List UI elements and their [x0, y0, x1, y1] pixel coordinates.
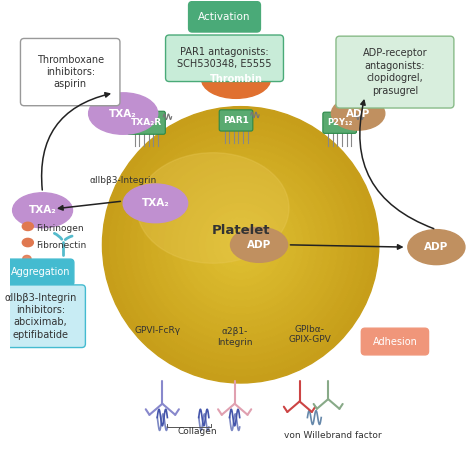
- Ellipse shape: [408, 230, 465, 265]
- Ellipse shape: [230, 227, 288, 262]
- Text: Collagen: Collagen: [177, 427, 217, 436]
- Text: Platelet: Platelet: [211, 225, 270, 237]
- Text: ADP: ADP: [424, 242, 448, 252]
- Text: Fibronectin: Fibronectin: [36, 241, 86, 250]
- Ellipse shape: [185, 189, 296, 300]
- Text: αIIbβ3-Integrin: αIIbβ3-Integrin: [90, 176, 157, 185]
- Text: GPVI-FcRγ: GPVI-FcRγ: [135, 326, 181, 334]
- Ellipse shape: [178, 182, 303, 307]
- Text: P2Y₁₂: P2Y₁₂: [327, 118, 352, 127]
- Ellipse shape: [220, 224, 261, 266]
- Ellipse shape: [23, 255, 31, 262]
- FancyBboxPatch shape: [323, 112, 356, 134]
- Text: Thromboxane
inhibitors:
aspirin: Thromboxane inhibitors: aspirin: [36, 55, 104, 90]
- Text: TXA₂R: TXA₂R: [131, 118, 162, 127]
- Text: Aggregation: Aggregation: [10, 267, 70, 278]
- FancyBboxPatch shape: [165, 35, 283, 81]
- Text: Fibrinogen: Fibrinogen: [36, 224, 83, 233]
- Text: von Willebrand factor: von Willebrand factor: [284, 432, 382, 440]
- Ellipse shape: [22, 238, 33, 247]
- Ellipse shape: [123, 184, 188, 223]
- Text: TXA₂: TXA₂: [142, 198, 169, 208]
- Ellipse shape: [172, 176, 310, 314]
- FancyBboxPatch shape: [189, 1, 260, 32]
- Ellipse shape: [144, 148, 337, 341]
- FancyBboxPatch shape: [219, 110, 253, 131]
- Ellipse shape: [206, 210, 275, 280]
- Ellipse shape: [116, 121, 365, 369]
- Ellipse shape: [164, 169, 317, 321]
- Ellipse shape: [13, 193, 73, 228]
- Text: Thrombin: Thrombin: [210, 74, 263, 84]
- Text: α2β1-
Integrin: α2β1- Integrin: [217, 327, 252, 346]
- FancyBboxPatch shape: [7, 259, 74, 286]
- FancyBboxPatch shape: [0, 285, 85, 347]
- Ellipse shape: [137, 141, 344, 348]
- Text: PAR1: PAR1: [223, 116, 249, 125]
- Ellipse shape: [137, 153, 289, 263]
- Text: TXA₂: TXA₂: [109, 109, 137, 119]
- FancyBboxPatch shape: [336, 36, 454, 108]
- Text: ADP: ADP: [247, 240, 271, 250]
- Ellipse shape: [151, 155, 330, 334]
- Ellipse shape: [123, 128, 358, 362]
- Text: TXA₂: TXA₂: [29, 205, 56, 215]
- Ellipse shape: [158, 162, 324, 328]
- Text: Activation: Activation: [198, 12, 251, 22]
- Ellipse shape: [89, 93, 158, 134]
- Ellipse shape: [102, 107, 379, 383]
- Text: ADP: ADP: [346, 109, 370, 119]
- Text: Adhesion: Adhesion: [373, 336, 418, 346]
- Ellipse shape: [234, 238, 247, 252]
- Text: ADP-receptor
antagonists:
clopidogrel,
prasugrel: ADP-receptor antagonists: clopidogrel, p…: [363, 49, 427, 96]
- Ellipse shape: [227, 231, 255, 259]
- Text: PAR1 antagonists:
SCH530348, E5555: PAR1 antagonists: SCH530348, E5555: [177, 47, 272, 69]
- Ellipse shape: [201, 60, 271, 98]
- Ellipse shape: [331, 97, 385, 130]
- Ellipse shape: [199, 203, 282, 286]
- Ellipse shape: [22, 222, 33, 231]
- FancyBboxPatch shape: [20, 38, 120, 106]
- FancyBboxPatch shape: [127, 111, 165, 134]
- Text: αIIbβ3-Integrin
inhibitors:
abciximab,
eptifibatide: αIIbβ3-Integrin inhibitors: abciximab, e…: [4, 292, 76, 340]
- Ellipse shape: [192, 196, 289, 293]
- Ellipse shape: [109, 114, 372, 376]
- Ellipse shape: [130, 134, 351, 355]
- Text: GPIbα-
GPIX-GPV: GPIbα- GPIX-GPV: [288, 325, 331, 344]
- FancyBboxPatch shape: [361, 328, 428, 355]
- Ellipse shape: [213, 217, 268, 273]
